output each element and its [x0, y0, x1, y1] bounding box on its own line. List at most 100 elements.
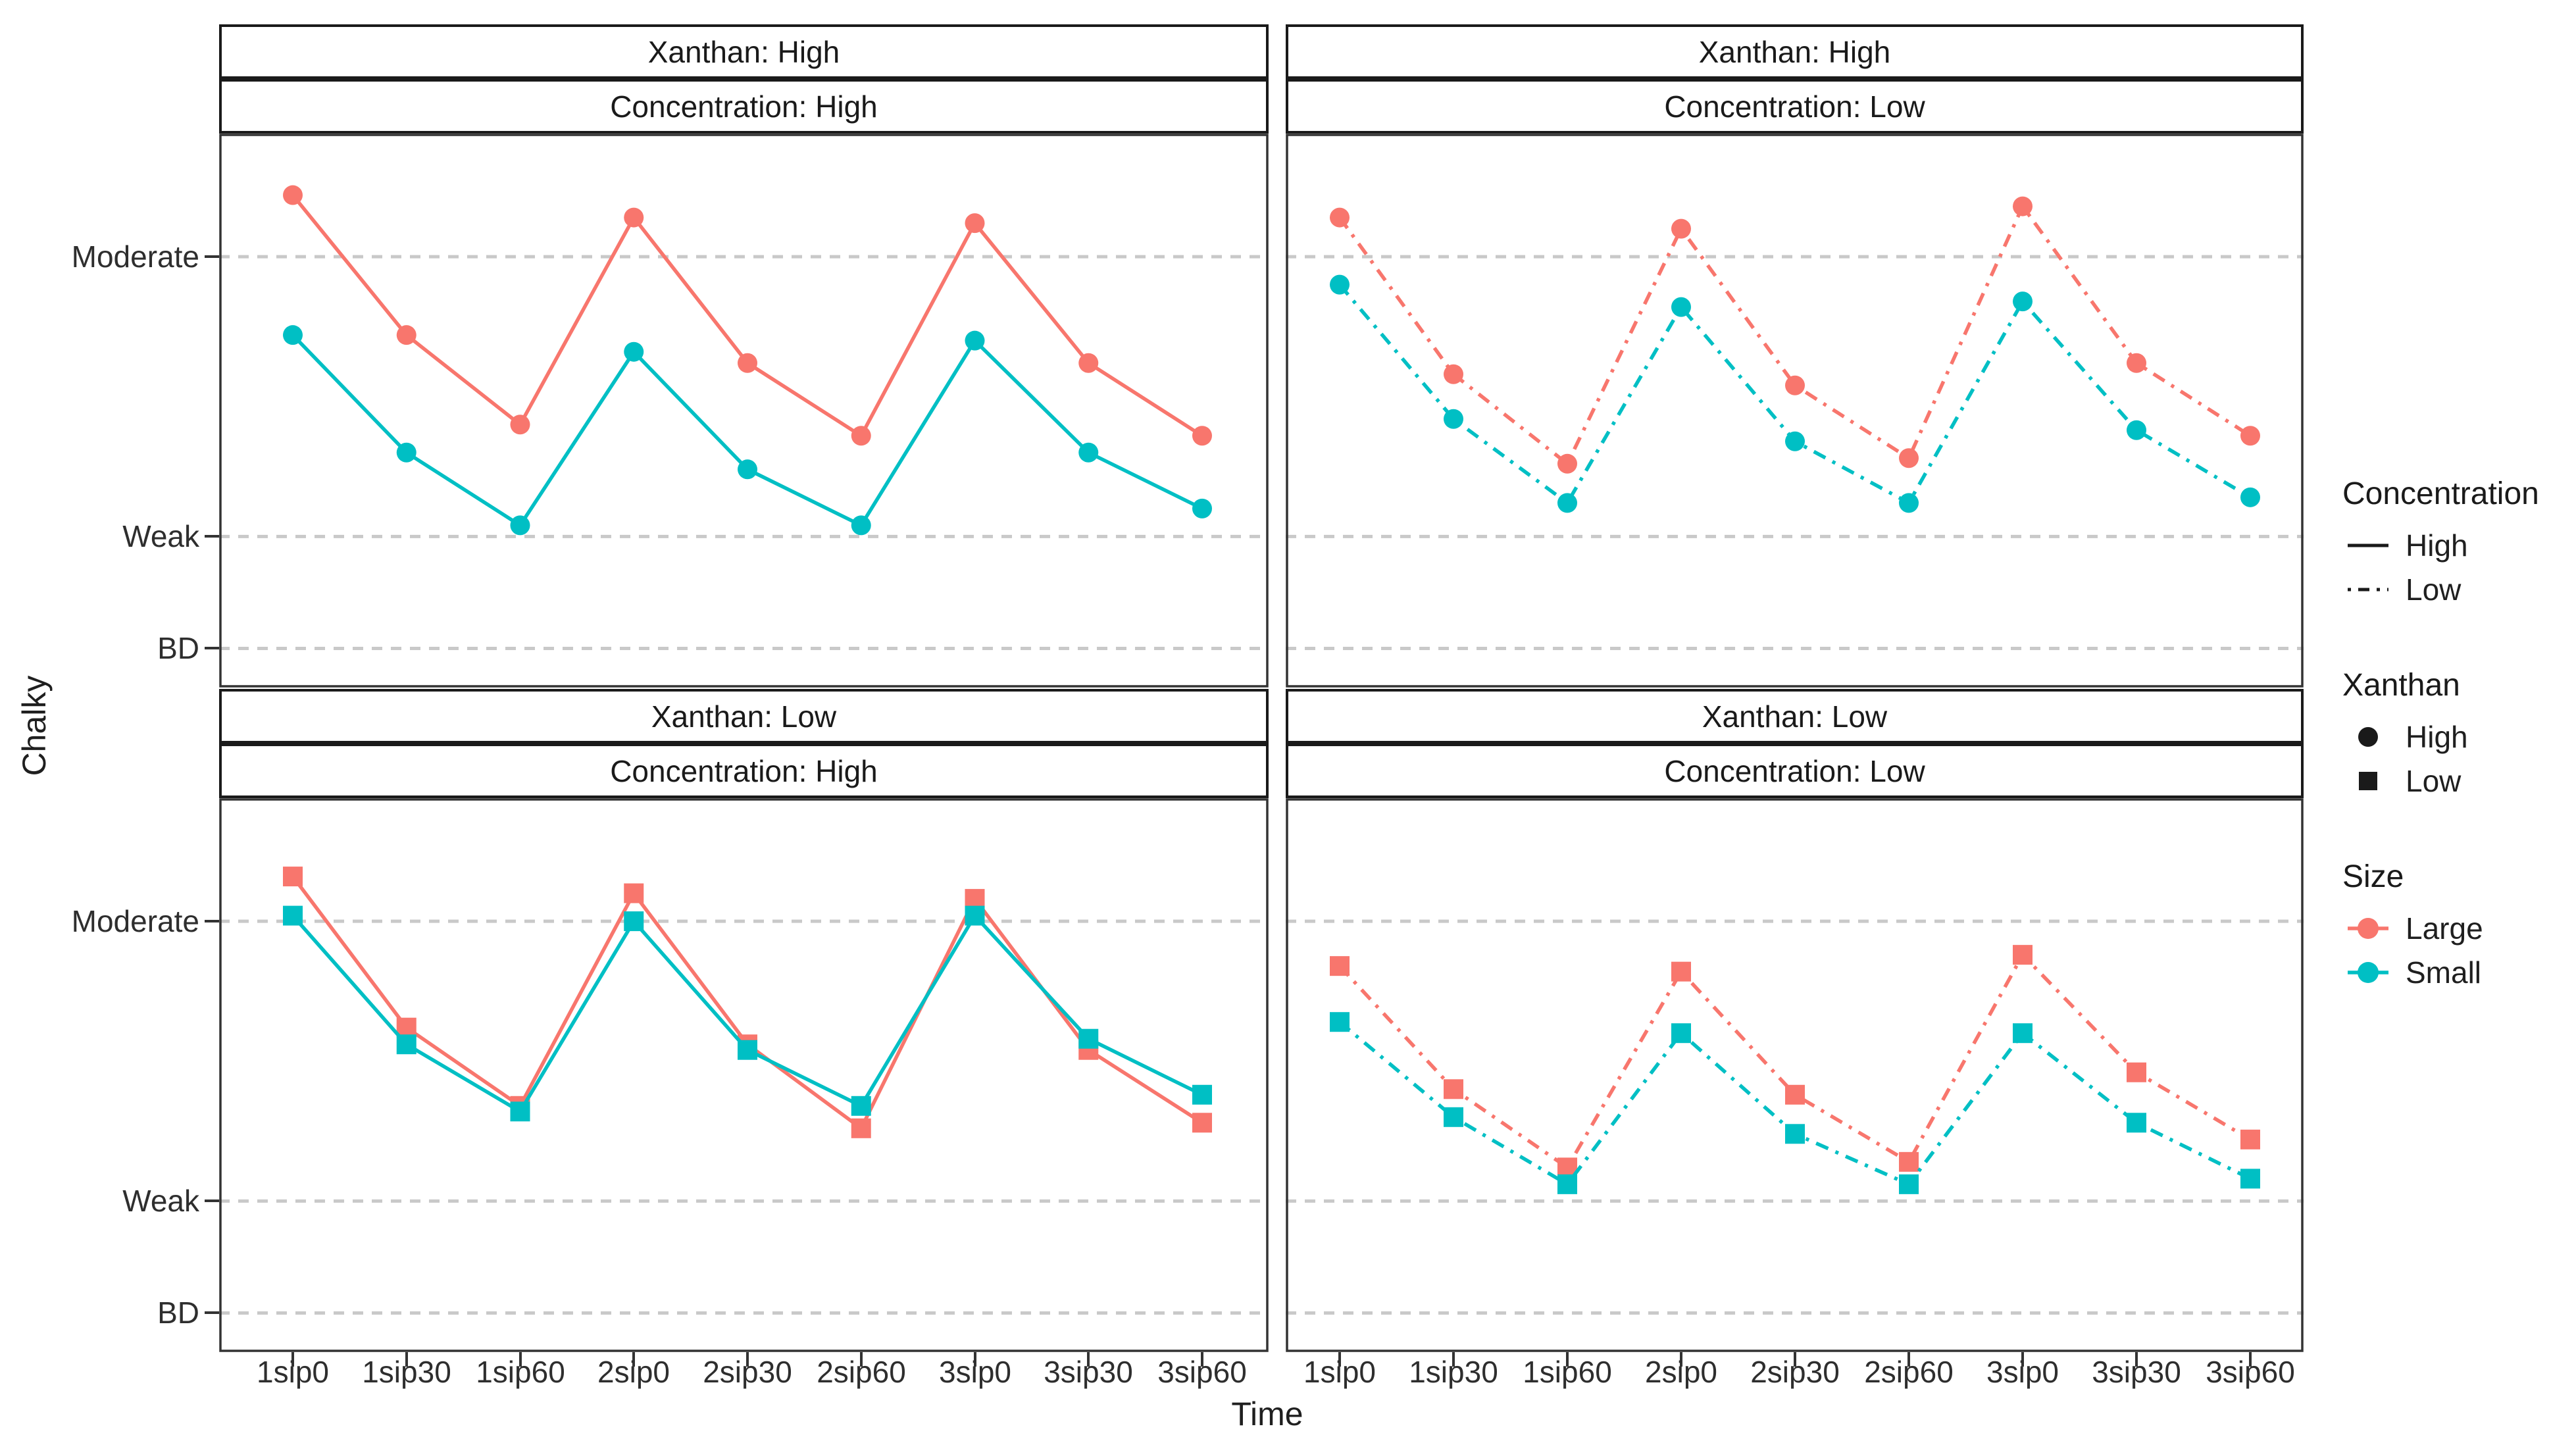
- data-point-large-3sip60: [2240, 1129, 2260, 1149]
- data-point-small-2sip60: [1899, 1174, 1919, 1194]
- y-tick: [205, 255, 219, 258]
- x-tick-label-1sip60: 1sip60: [476, 1355, 565, 1389]
- panel-xanthan-low-concentration-low: [1286, 798, 2304, 1352]
- y-tick-label-weak: Weak: [122, 1184, 199, 1218]
- legend-item-concentration-high: High: [2329, 523, 2575, 567]
- x-tick: [519, 1352, 522, 1367]
- data-point-small-2sip0: [1671, 1023, 1691, 1044]
- x-tick: [1907, 1352, 1910, 1367]
- legend-title-size: Size: [2342, 859, 2404, 894]
- data-point-large-3sip30: [2127, 1062, 2146, 1082]
- data-point-large-3sip60: [1192, 426, 1212, 446]
- x-tick-label-1sip30: 1sip30: [362, 1355, 451, 1389]
- legend-item-label: High: [2406, 719, 2468, 754]
- x-tick: [2135, 1352, 2138, 1367]
- solid-line-key-icon: [2348, 543, 2388, 547]
- facet-strip-xanthan-high-concentration-high: Xanthan: High Concentration: High: [219, 24, 1269, 134]
- series-line-large: [291, 875, 1203, 1131]
- strip-label-concentration: Concentration: Low: [1664, 89, 1925, 124]
- data-point-large-1sip0: [283, 185, 303, 205]
- facet-strip-xanthan-low-concentration-low: Xanthan: Low Concentration: Low: [1286, 689, 2304, 798]
- x-tick-label-3sip0: 3sip0: [1986, 1355, 2059, 1389]
- data-point-large-1sip60: [1557, 453, 1577, 474]
- data-point-small-2sip60: [1899, 493, 1919, 513]
- legend-item-label: Small: [2406, 955, 2482, 990]
- data-point-large-2sip60: [851, 1118, 871, 1138]
- data-point-large-2sip30: [1785, 1084, 1805, 1105]
- data-point-small-1sip30: [396, 1034, 417, 1055]
- data-point-small-2sip30: [1785, 1124, 1805, 1144]
- data-point-small-1sip60: [1557, 1174, 1577, 1194]
- y-tick-label-bd: BD: [157, 631, 199, 665]
- x-tick-label-1sip60: 1sip60: [1523, 1355, 1612, 1389]
- y-tick: [205, 1311, 219, 1314]
- data-point-large-3sip60: [2240, 426, 2260, 446]
- x-tick-label-2sip30: 2sip30: [703, 1355, 792, 1389]
- strip-label-xanthan: Xanthan: High: [1288, 27, 2301, 82]
- data-point-small-1sip60: [510, 1101, 530, 1122]
- strip-label-xanthan: Xanthan: Low: [222, 692, 1266, 746]
- y-axis-title: Chalky: [16, 675, 53, 776]
- data-point-small-2sip0: [624, 911, 644, 932]
- data-point-small-1sip0: [1330, 274, 1350, 295]
- data-point-small-3sip60: [2240, 1169, 2260, 1189]
- panel-border: [1286, 134, 2304, 688]
- legend-group-concentration: Concentration High Low: [2329, 476, 2575, 611]
- data-point-small-3sip30: [2127, 420, 2146, 440]
- x-tick-label-3sip30: 3sip30: [2092, 1355, 2181, 1389]
- x-tick: [1201, 1352, 1203, 1367]
- data-point-small-3sip0: [2013, 1023, 2033, 1044]
- data-point-large-3sip0: [2013, 196, 2033, 216]
- data-point-small-3sip0: [965, 330, 985, 351]
- data-point-small-3sip60: [2240, 487, 2260, 507]
- x-tick: [1338, 1352, 1341, 1367]
- strip-label-concentration: Concentration: High: [610, 753, 878, 788]
- data-point-small-2sip0: [624, 341, 644, 362]
- x-tick-label-3sip30: 3sip30: [1044, 1355, 1133, 1389]
- strip-label-xanthan: Xanthan: Low: [1288, 692, 2301, 746]
- x-tick-label-1sip30: 1sip30: [1409, 1355, 1498, 1389]
- data-point-large-1sip30: [1444, 1079, 1463, 1099]
- data-point-small-1sip60: [510, 515, 530, 536]
- panel-border: [219, 134, 1269, 688]
- panel-xanthan-high-concentration-high: [219, 134, 1269, 688]
- data-point-small-1sip0: [283, 905, 303, 926]
- data-point-large-3sip0: [965, 213, 985, 234]
- x-tick: [291, 1352, 294, 1367]
- y-tick-label-bd: BD: [157, 1296, 199, 1330]
- data-point-small-3sip60: [1192, 498, 1212, 518]
- x-tick-label-3sip0: 3sip0: [939, 1355, 1011, 1389]
- data-point-large-2sip0: [1671, 218, 1691, 239]
- data-point-large-3sip0: [965, 889, 985, 909]
- panel-xanthan-low-concentration-high: [219, 798, 1269, 1352]
- data-point-large-2sip0: [1671, 961, 1691, 982]
- data-point-small-3sip30: [1078, 442, 1099, 463]
- data-point-large-2sip30: [738, 353, 757, 373]
- data-point-small-2sip0: [1671, 297, 1691, 317]
- data-point-small-3sip30: [2127, 1113, 2146, 1133]
- x-tick: [974, 1352, 976, 1367]
- data-point-small-3sip30: [1078, 1028, 1099, 1049]
- data-point-small-1sip0: [1330, 1012, 1350, 1032]
- x-tick-label-3sip60: 3sip60: [1157, 1355, 1247, 1389]
- legend-item-label: Low: [2406, 763, 2462, 798]
- data-point-large-1sip0: [283, 867, 303, 887]
- data-point-small-1sip60: [1557, 493, 1577, 513]
- strip-label-concentration: Concentration: Low: [1664, 753, 1925, 788]
- legend-items: High Low: [2329, 523, 2575, 611]
- x-tick: [632, 1352, 635, 1367]
- data-point-large-3sip0: [2013, 945, 2033, 965]
- facet-strip-xanthan-low-concentration-high: Xanthan: Low Concentration: High: [219, 689, 1269, 798]
- x-tick: [860, 1352, 863, 1367]
- circle-key-icon: [2358, 726, 2378, 747]
- y-tick: [205, 920, 219, 922]
- data-point-large-2sip60: [1899, 1151, 1919, 1172]
- data-point-large-3sip60: [1192, 1113, 1212, 1133]
- legend-group-xanthan: Xanthan High Low: [2329, 667, 2575, 803]
- x-tick-label-1sip0: 1sip0: [1303, 1355, 1376, 1389]
- data-point-large-1sip30: [396, 1017, 417, 1038]
- legend-item-size-large: Large: [2329, 906, 2575, 950]
- x-tick-label-2sip60: 2sip60: [817, 1355, 906, 1389]
- legend-group-size: Size Large Small: [2329, 859, 2575, 994]
